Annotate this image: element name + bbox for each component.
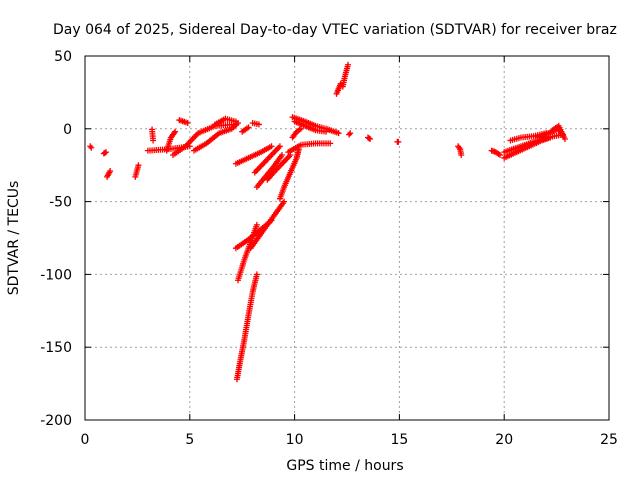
chart-title: Day 064 of 2025, Sidereal Day-to-day VTE…	[53, 22, 617, 38]
data-point	[281, 198, 288, 205]
data-point	[135, 162, 142, 169]
x-tick-labels: 0 5 10 15 20 25	[81, 432, 618, 448]
x-tick-label: 15	[390, 432, 408, 448]
data-point	[345, 61, 352, 68]
data-point	[279, 152, 286, 159]
data-point	[253, 271, 260, 278]
data-point	[184, 119, 191, 126]
data-point	[101, 149, 108, 156]
data-point	[395, 138, 402, 145]
data-point	[347, 130, 354, 137]
axis-ticks	[84, 55, 610, 421]
x-tick-label: 0	[81, 432, 90, 448]
data-point	[232, 118, 239, 125]
data-point	[88, 144, 95, 151]
data-point	[335, 130, 342, 137]
data-point	[150, 137, 157, 144]
data-point	[255, 121, 262, 128]
data-points	[87, 61, 568, 383]
data-point	[253, 221, 260, 228]
plot-frame	[84, 55, 610, 421]
data-point	[245, 124, 252, 131]
data-point	[327, 140, 334, 147]
data-point	[367, 135, 374, 142]
data-point	[102, 149, 109, 156]
x-tick-label: 10	[286, 432, 304, 448]
data-point	[458, 152, 465, 159]
data-point	[497, 152, 504, 159]
data-point	[268, 143, 275, 150]
y-tick-label: 50	[54, 49, 72, 65]
y-tick-label: -150	[40, 340, 72, 356]
data-point	[297, 125, 304, 132]
y-tick-label: -50	[49, 195, 72, 211]
y-tick-label: -100	[40, 267, 72, 283]
grid-lines	[85, 56, 609, 420]
y-tick-label: -200	[40, 413, 72, 429]
x-tick-label: 20	[495, 432, 513, 448]
data-point	[276, 143, 283, 150]
data-point	[107, 168, 114, 175]
y-tick-labels: 50 0 -50 -100 -150 -200	[40, 49, 72, 429]
y-axis-label: SDTVAR / TECUs	[6, 181, 22, 296]
x-tick-label: 5	[185, 432, 194, 448]
data-point	[561, 135, 568, 142]
y-tick-label: 0	[63, 122, 72, 138]
data-point	[366, 135, 373, 142]
x-axis-label: GPS time / hours	[286, 458, 403, 474]
data-point	[323, 128, 330, 135]
data-point	[172, 128, 179, 135]
x-tick-label: 25	[600, 432, 618, 448]
